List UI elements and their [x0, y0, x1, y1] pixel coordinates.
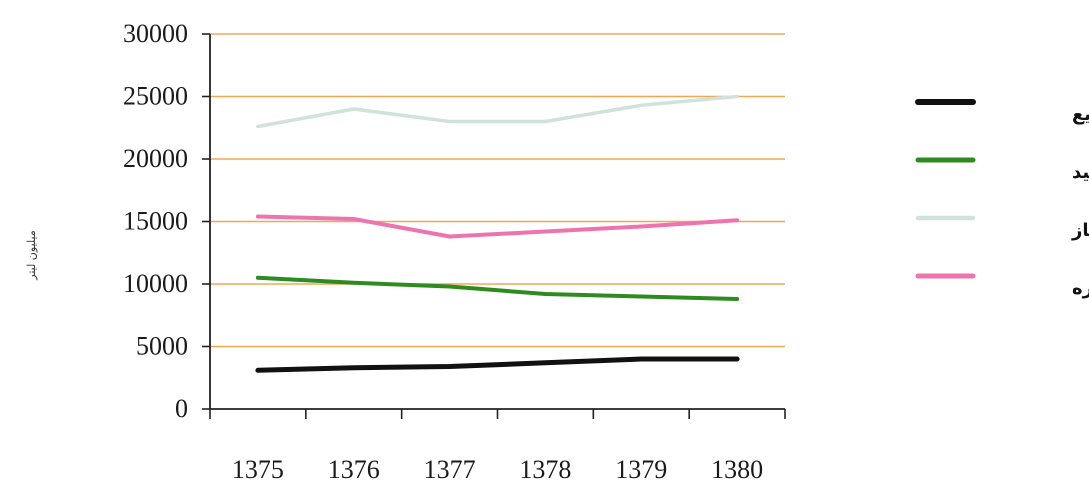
axes: [202, 33, 786, 419]
legend-label-3: نفت گاز: [1071, 219, 1089, 241]
series-line-1: [255, 356, 740, 373]
series-line-4: [255, 214, 740, 239]
x-tick-label: 1377: [424, 455, 476, 484]
legend-label-1: گاز مایع: [1072, 103, 1089, 125]
y-tick-label: 25000: [123, 82, 188, 111]
x-tick-label: 1378: [519, 455, 571, 484]
y-tick-label: 30000: [123, 19, 188, 48]
legend-label-4: نفت کوره: [1072, 278, 1089, 299]
series-line-2: [255, 275, 740, 301]
x-tick-labels: 1375 1376 1377 1378 1379 1380: [232, 455, 763, 484]
y-tick-label: 15000: [123, 207, 188, 236]
x-tick-label: 1376: [328, 455, 380, 484]
x-tick-label: 1375: [232, 455, 284, 484]
legend-label-2: نفت سفید: [1072, 162, 1089, 183]
x-tick-label: 1380: [711, 455, 763, 484]
y-tick-label: 10000: [123, 269, 188, 298]
y-tick-label: 0: [175, 394, 188, 423]
series-line-3: [256, 94, 739, 129]
gridlines: [210, 33, 785, 348]
legend: گاز مایع نفت سفید نفت گاز نفت کوره: [915, 99, 1089, 299]
x-tick-label: 1379: [615, 455, 667, 484]
series-lines: [255, 94, 740, 373]
y-tick-label: 5000: [136, 332, 188, 361]
y-axis-label: میلیون لیتر: [25, 230, 38, 281]
y-tick-labels: 0 5000 10000 15000 20000 25000 30000: [123, 19, 188, 423]
y-tick-label: 20000: [123, 144, 188, 173]
